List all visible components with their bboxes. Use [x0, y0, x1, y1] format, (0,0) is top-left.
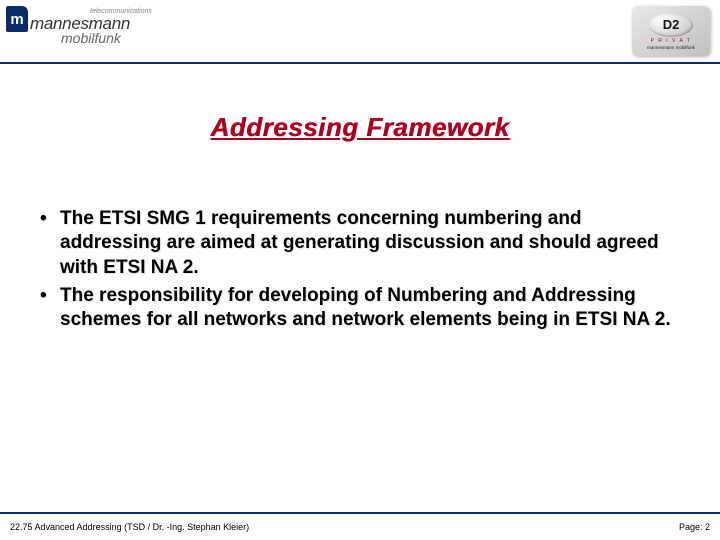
footer-page-number: Page: 2 — [679, 522, 710, 532]
d2-tagline: mannesmann mobilfunk — [647, 45, 695, 50]
bullet-list: The ETSI SMG 1 requirements concerning n… — [30, 207, 690, 333]
slide-title: Addressing Framework — [30, 112, 690, 143]
logo-subbrand: mobilfunk — [6, 30, 152, 46]
d2-oval: D2 — [649, 13, 693, 37]
logo-mark: m — [6, 6, 28, 32]
slide-footer: 22.75 Advanced Addressing (TSD / Dr. -In… — [0, 512, 720, 540]
bullet-item: The responsibility for developing of Num… — [34, 284, 686, 333]
slide-header: m telecommunications mannesmann mobilfun… — [0, 0, 720, 62]
d2-logo: D2 P R I V A T mannesmann mobilfunk — [632, 6, 710, 56]
footer-left-text: 22.75 Advanced Addressing (TSD / Dr. -In… — [10, 522, 249, 532]
mannesmann-logo: m telecommunications mannesmann mobilfun… — [6, 6, 152, 46]
slide-content: Addressing Framework The ETSI SMG 1 requ… — [0, 62, 720, 512]
bullet-item: The ETSI SMG 1 requirements concerning n… — [34, 207, 686, 280]
d2-label: P R I V A T — [651, 38, 692, 44]
